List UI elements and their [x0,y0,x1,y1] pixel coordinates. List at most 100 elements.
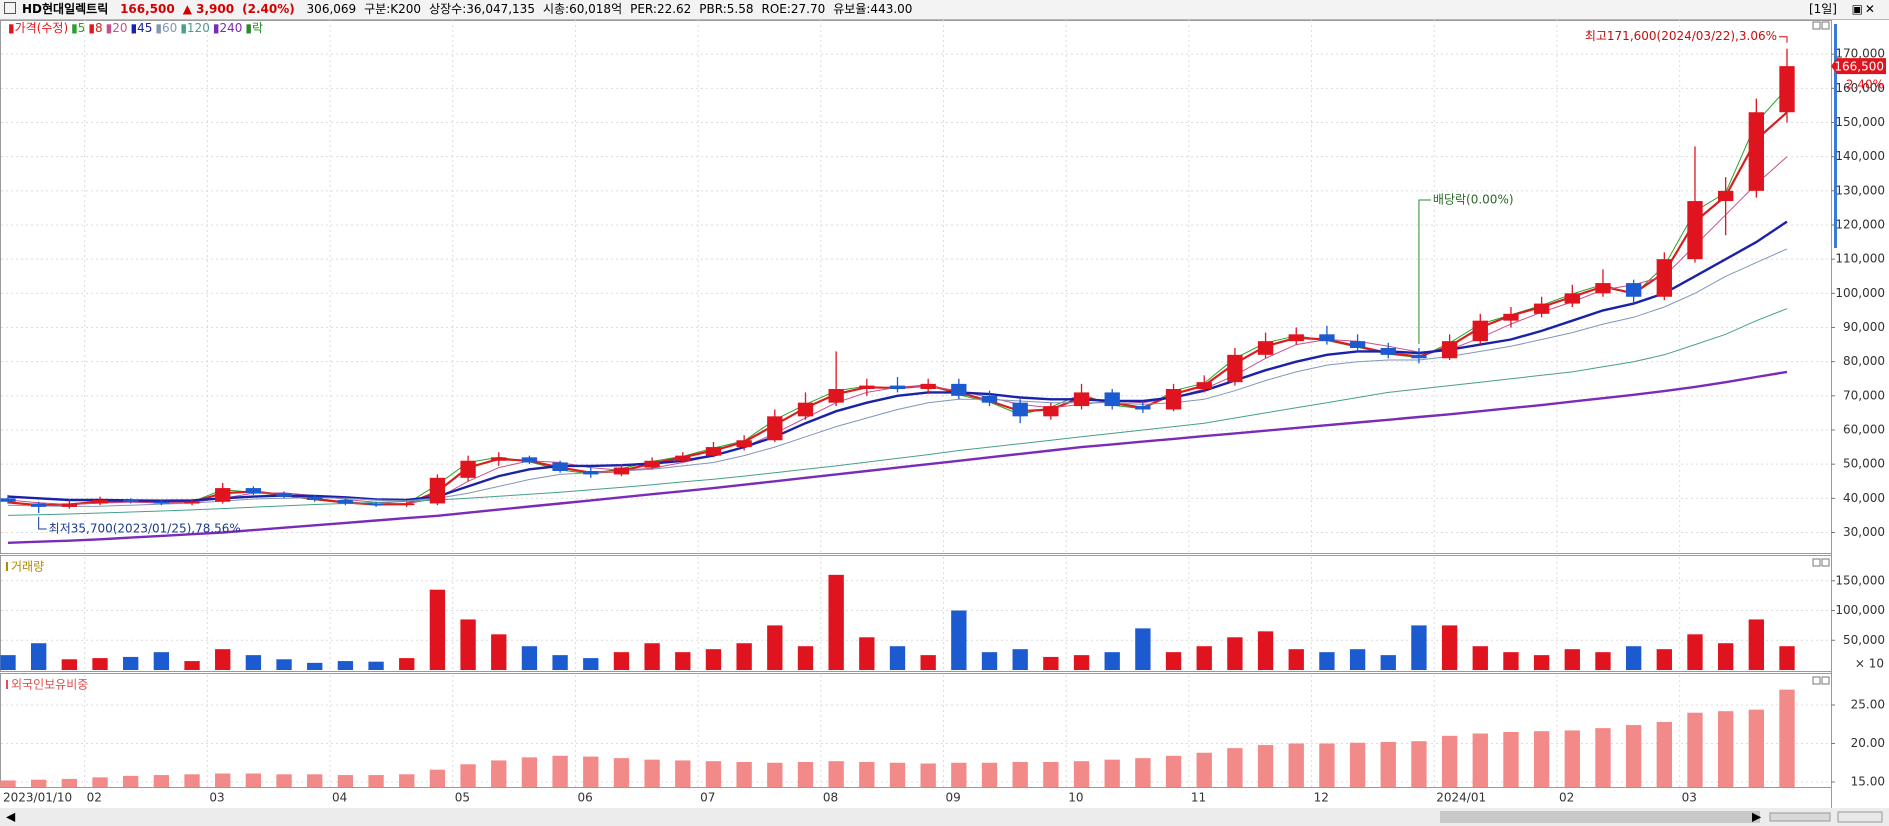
y-tick-label: 150,000 [1835,573,1885,587]
legend-price: 가격(수정) [14,21,69,35]
candle-body [368,503,384,506]
x-tick-label: 08 [823,791,838,805]
roe: ROE:27.70 [761,2,826,16]
candle-body [1288,334,1304,342]
bar [1564,730,1580,787]
bar [429,769,446,787]
period[interactable]: [1일] [1808,2,1837,16]
checkbox[interactable] [4,2,16,14]
bar [1227,748,1243,787]
x-tick-label: 2024/01 [1436,791,1486,805]
bar [307,774,323,787]
unit-label: × 10 [1855,657,1884,671]
candle-body [920,383,936,389]
bar [1104,652,1120,670]
y-tick-label: 50,000 [1843,457,1885,471]
bar [1411,741,1427,787]
x-tick-label: 10 [1068,791,1083,805]
bar [1441,625,1458,670]
legend-item: 120 [186,21,210,35]
volume: 306,069 [306,2,357,16]
group: 구분:K200 [364,2,422,16]
max-arrow [1779,36,1788,43]
bar [1411,625,1427,670]
candle-body [491,457,507,461]
bar [1533,731,1550,787]
change: ▲ 3,900 [182,2,235,16]
bar [1564,649,1580,670]
x-tick-label: 11 [1191,791,1206,805]
bar [552,655,568,670]
candle-body [613,467,630,475]
bar [1319,743,1335,787]
candle-body [1503,313,1519,321]
min-annotation: 최저35,700(2023/01/25),78.56% [49,522,241,536]
bar [521,646,538,670]
candle-body [552,462,568,471]
zoom-slider[interactable] [1769,812,1831,822]
scroll-right[interactable]: ▶ [1752,810,1762,824]
bar [1595,652,1611,670]
candle-body [337,500,354,504]
panel-title: 외국인보유비중 [11,678,88,692]
bar [889,762,906,787]
per: PER:22.62 [630,2,692,16]
candle-body [1104,392,1120,407]
candle-body [1595,283,1611,294]
legend-item: 45 [137,21,153,35]
bar [736,643,752,670]
x-tick-label: 07 [700,791,715,805]
bar [0,780,16,787]
bar [1012,649,1028,670]
bar [1533,655,1550,670]
bar [491,634,507,670]
bar [1349,742,1366,787]
bar [460,764,476,787]
bar [1319,652,1335,670]
bar [1687,712,1703,787]
bar [736,761,752,787]
scroll-thumb[interactable] [1440,811,1760,823]
candle-body [245,488,262,494]
candle-body [889,385,906,389]
bar [828,574,844,670]
bar [1503,731,1519,787]
x-tick-label: 04 [332,791,347,805]
bar [1717,643,1734,670]
bar [184,661,200,670]
candle-body [429,477,446,504]
y-tick-label: 60,000 [1843,423,1885,437]
legend-item: 240 [219,21,243,35]
price-tag-change: 2.40% [1846,78,1884,92]
bar [123,656,139,670]
reserve: 유보율:443.00 [833,2,913,16]
y-tick-label: 30,000 [1843,525,1885,539]
legend-marker: ▮ [212,21,220,35]
scroll-left[interactable]: ◀ [6,810,16,824]
side-scroll[interactable] [1834,24,1837,248]
legend-marker: ▮ [155,21,163,35]
bar [307,662,323,670]
bar [399,658,415,670]
candle-body [1656,259,1672,297]
bar [0,655,16,670]
x-tick-label: 03 [1682,791,1697,805]
x-tick-label: 03 [209,791,224,805]
candle-body [1748,112,1764,191]
legend-item: 60 [162,21,178,35]
x-tick-label: 05 [455,791,470,805]
scrollbar[interactable] [0,808,1889,826]
x-tick-label: 2023/01/10 [3,791,72,805]
candle-body [1472,320,1488,342]
bar [1441,735,1458,787]
bar [491,760,507,787]
candle-body [460,460,476,478]
y-tick-label: 90,000 [1843,320,1885,334]
candle-body [1564,293,1580,304]
bar [951,610,967,670]
window-buttons[interactable]: ▣✕ [1851,2,1877,16]
zoom-buttons[interactable] [1837,811,1883,823]
candle-body [1441,341,1458,359]
